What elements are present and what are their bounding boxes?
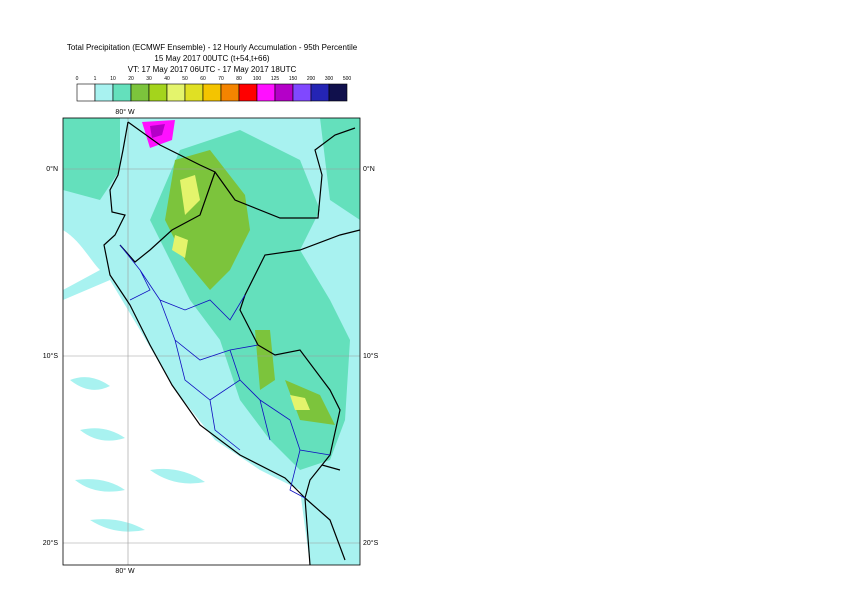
- title: Total Precipitation (ECMWF Ensemble) - 1…: [67, 43, 358, 52]
- legend-swatch: [148, 83, 168, 102]
- legend-level: 150: [289, 76, 298, 82]
- legend-level: 200: [307, 76, 316, 82]
- legend-level: 50: [182, 76, 188, 82]
- legend-level: 10: [110, 76, 116, 82]
- legend-level: 300: [325, 76, 334, 82]
- legend-level: 1: [94, 76, 97, 82]
- legend-swatch: [274, 83, 294, 102]
- valid-time: VT: 17 May 2017 06UTC - 17 May 2017 18UT…: [128, 65, 297, 74]
- map-frame: [62, 117, 361, 566]
- legend-swatch: [328, 83, 348, 102]
- legend-swatch: [292, 83, 312, 102]
- legend-level: 60: [200, 76, 206, 82]
- very-heavy-rain: [172, 175, 310, 410]
- lat-label: 20°S: [363, 539, 379, 547]
- legend-swatch: [202, 83, 222, 102]
- legend-level: 70: [218, 76, 224, 82]
- graticule: [63, 118, 360, 565]
- legend-level: 0: [76, 76, 79, 82]
- country-borders: [119, 121, 361, 561]
- extreme-rain: [150, 124, 165, 138]
- legend-swatch: [184, 83, 204, 102]
- moderate-rain: [63, 118, 360, 220]
- lon-label: 80° W: [115, 108, 135, 116]
- lat-label: 0°N: [363, 165, 375, 173]
- legend-level: 40: [164, 76, 170, 82]
- legend-level: 20: [128, 76, 134, 82]
- subtitle: 15 May 2017 00UTC (t+54,t+66): [154, 54, 270, 63]
- coastline: [103, 121, 311, 566]
- legend-swatch: [76, 83, 96, 102]
- dry-area: [63, 280, 310, 565]
- dry-area: [63, 230, 100, 290]
- lat-label: 10°S: [43, 352, 59, 360]
- legend-swatch: [220, 83, 240, 102]
- legend-level: 80: [236, 76, 242, 82]
- legend-swatch: [94, 83, 114, 102]
- legend-swatch: [310, 83, 330, 102]
- legend-level: 500: [343, 76, 352, 82]
- legend-swatch: [238, 83, 258, 102]
- region-borders: [119, 244, 331, 499]
- legend-swatch: [256, 83, 276, 102]
- heavy-rain: [165, 150, 335, 425]
- lon-label: 80° W: [115, 567, 135, 575]
- legend-level: 125: [271, 76, 280, 82]
- legend-swatch: [112, 83, 132, 102]
- legend-swatch: [166, 83, 186, 102]
- lat-label: 0°N: [46, 165, 58, 173]
- map: 80° W 80° W 0°N 0°N 10°S 10°S 20°S 20°S: [43, 108, 379, 575]
- legend: 0 1 10 20 30 40 50 60 70 80 100 125 150 200 300 500: [76, 76, 352, 102]
- legend-level: 100: [253, 76, 262, 82]
- lat-label: 10°S: [363, 352, 379, 360]
- legend-level: 30: [146, 76, 152, 82]
- lat-label: 20°S: [43, 539, 59, 547]
- legend-swatch: [130, 83, 150, 102]
